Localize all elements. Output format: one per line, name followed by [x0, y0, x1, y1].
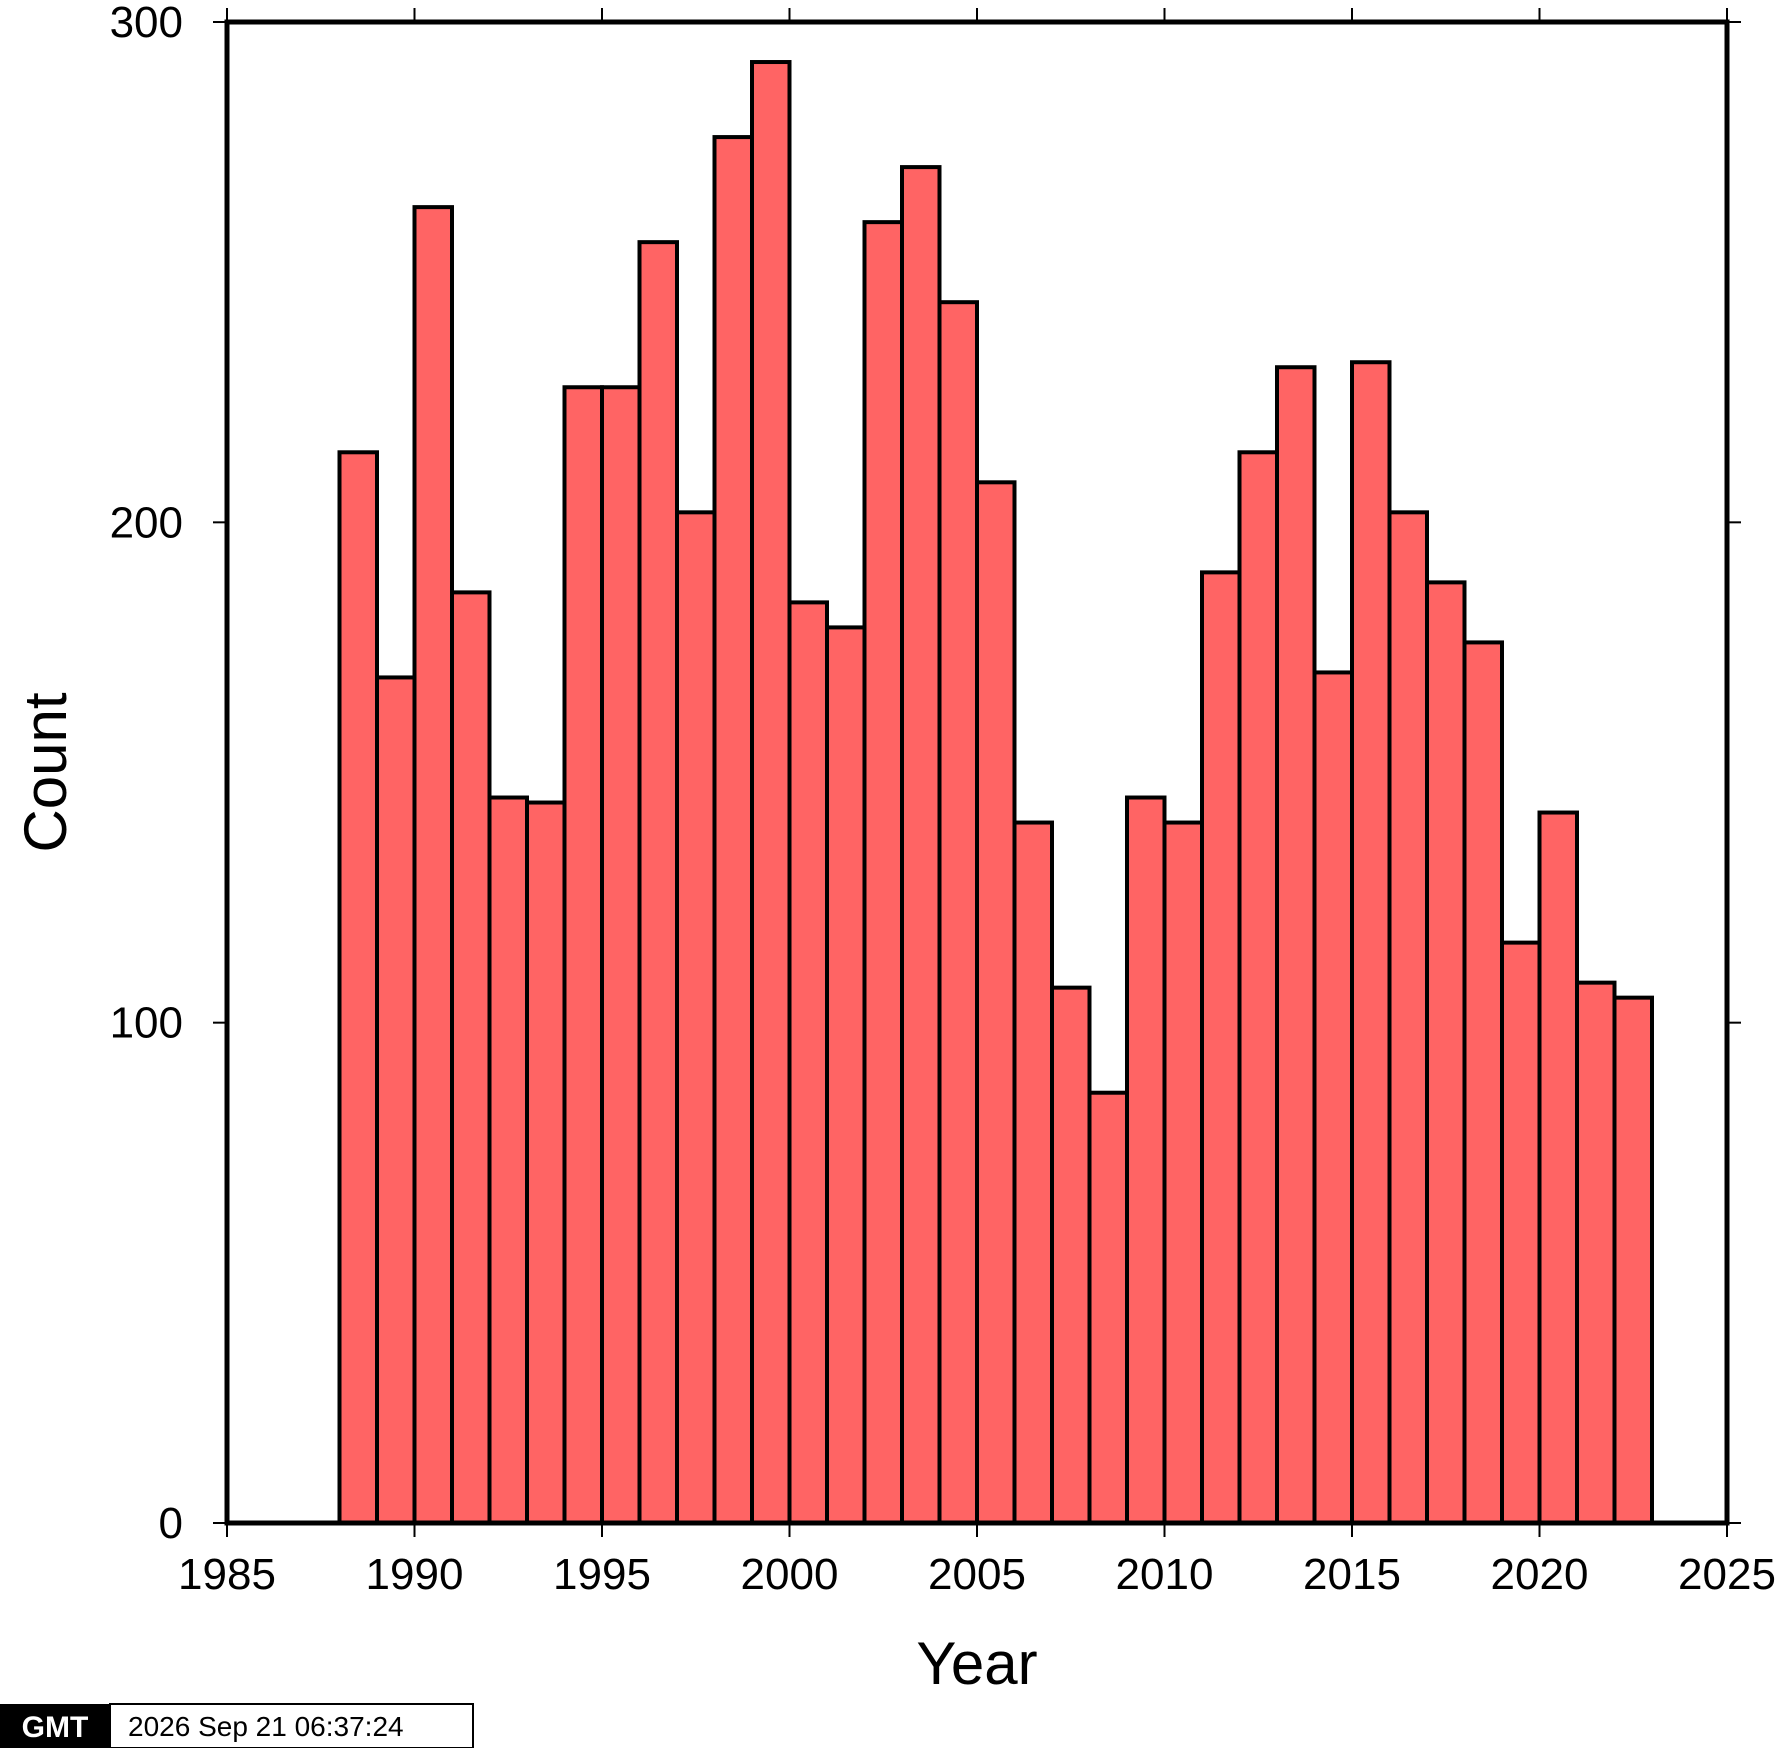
x-tick-label: 2010	[1116, 1550, 1214, 1599]
histogram-bar	[1050, 985, 1092, 1525]
timestamp-text: 2026 Sep 21 06:37:24	[128, 1711, 404, 1742]
histogram-bar	[637, 240, 679, 1526]
histogram-bar	[600, 385, 642, 1526]
histogram-bar	[862, 220, 904, 1526]
histogram-bar	[487, 795, 529, 1525]
bars-layer	[337, 60, 1654, 1526]
histogram-bar	[1237, 450, 1279, 1526]
x-tick-label: 1985	[178, 1550, 276, 1599]
histogram-bar	[1200, 570, 1242, 1525]
histogram-bar	[375, 675, 417, 1525]
histogram-bar	[975, 480, 1017, 1526]
histogram-bar	[1350, 360, 1392, 1525]
y-tick-label: 100	[110, 999, 183, 1048]
x-axis-title: Year	[916, 1630, 1037, 1697]
y-tick-label: 0	[159, 1499, 183, 1548]
histogram-bar	[337, 450, 379, 1526]
histogram-bar	[562, 385, 604, 1526]
histogram-bar	[712, 135, 754, 1525]
histogram-bar	[1537, 810, 1579, 1525]
x-tick-label: 2015	[1303, 1550, 1401, 1599]
x-tick-label: 2025	[1678, 1550, 1776, 1599]
histogram-bar	[900, 165, 942, 1525]
plot-frame	[224, 19, 1730, 1526]
histogram-bar	[1500, 940, 1542, 1525]
histogram-bar	[525, 800, 567, 1525]
ticks-layer: 1985 1990 1995 2000 2005 2010 2015 2020 2025 0 100…	[110, 0, 1776, 1599]
histogram-bar	[450, 590, 492, 1525]
histogram-bar	[412, 205, 454, 1526]
histogram-bar	[937, 300, 979, 1526]
gmt-logo-box	[0, 1704, 110, 1748]
histogram-bar	[825, 625, 867, 1525]
histogram-bar	[1012, 820, 1054, 1525]
x-tick-label: 1990	[366, 1550, 464, 1599]
histogram-bar	[1312, 670, 1354, 1525]
histogram-bar	[1425, 580, 1467, 1525]
timestamp-stamp: GMT 2026 Sep 21 06:37:24	[0, 1703, 474, 1748]
histogram-bar	[787, 600, 829, 1525]
histogram-bar	[1125, 795, 1167, 1525]
y-tick-label: 300	[110, 0, 183, 47]
x-tick-label: 1995	[553, 1550, 651, 1599]
histogram-bar	[1575, 980, 1617, 1525]
histogram-bar	[675, 510, 717, 1525]
gmt-logo-text: GMT	[22, 1711, 89, 1744]
histogram-bar	[1087, 1090, 1129, 1526]
histogram-bar	[1387, 510, 1429, 1525]
histogram-bar	[1275, 365, 1317, 1526]
histogram-bar	[750, 60, 792, 1526]
y-tick-label: 200	[110, 498, 183, 547]
x-tick-label: 2005	[928, 1550, 1026, 1599]
histogram-bar	[1612, 995, 1654, 1525]
y-axis-title: Count	[12, 692, 79, 852]
x-tick-label: 2020	[1491, 1550, 1589, 1599]
timestamp-box	[109, 1703, 474, 1748]
histogram-bar	[1462, 640, 1504, 1525]
histogram-bar	[1162, 820, 1204, 1525]
x-tick-label: 2000	[741, 1550, 839, 1599]
